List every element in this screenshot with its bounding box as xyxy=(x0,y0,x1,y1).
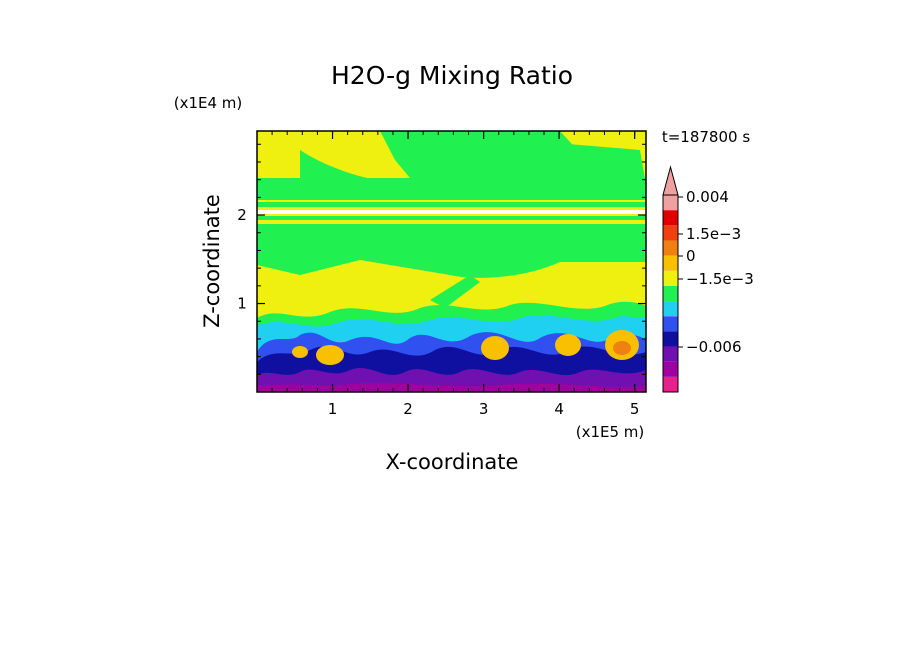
colorbar-segment xyxy=(663,361,678,377)
colorbar-segment xyxy=(663,285,678,302)
contour-field xyxy=(257,131,646,392)
colorbar-segment xyxy=(663,346,678,362)
colorbar-frame xyxy=(662,194,679,393)
colorbar-label: 0.004 xyxy=(686,188,729,206)
x-scale-label: (x1E5 m) xyxy=(576,423,645,441)
contour-blob xyxy=(613,341,631,355)
x-tick-label: 3 xyxy=(479,400,489,418)
time-label: t=187800 s xyxy=(662,128,750,146)
green-band xyxy=(257,224,646,244)
contour-blob xyxy=(555,334,581,356)
green-band xyxy=(257,178,646,200)
y-axis: 12 xyxy=(237,143,646,375)
green-band xyxy=(257,216,646,220)
colorbar-segment xyxy=(663,240,678,256)
contour-region xyxy=(257,383,646,392)
x-tick-label: 2 xyxy=(403,400,413,418)
colorbar-label: −0.006 xyxy=(686,338,742,356)
colorbar-segment xyxy=(663,301,678,317)
y-tick-label: 1 xyxy=(237,295,247,313)
colorbar-segment xyxy=(663,316,678,332)
colorbar-label: 1.5e−3 xyxy=(686,225,741,243)
x-axis-label: X-coordinate xyxy=(386,450,519,474)
contour-blob xyxy=(292,346,308,358)
colorbar-label: −1.5e−3 xyxy=(686,270,754,288)
colorbar-segment xyxy=(663,225,678,241)
x-tick-label: 5 xyxy=(630,400,640,418)
green-band xyxy=(257,202,646,207)
plot-frame xyxy=(256,130,647,393)
colorbar-label: 0 xyxy=(686,247,696,265)
contour-region xyxy=(520,140,646,190)
y-scale-label: (x1E4 m) xyxy=(174,94,243,112)
colorbar-segment xyxy=(663,210,678,226)
contour-region xyxy=(257,244,646,278)
contour-region xyxy=(430,275,480,308)
colorbar-segment xyxy=(663,195,678,211)
y-axis-label: Z-coordinate xyxy=(200,194,224,328)
x-tick-label: 1 xyxy=(328,400,338,418)
x-tick-label: 4 xyxy=(554,400,564,418)
contour-blob xyxy=(316,345,344,365)
x-axis: 1 2 3 4 5 xyxy=(271,131,640,418)
colorbar-segment xyxy=(663,376,678,392)
colorbar-segment xyxy=(663,331,678,347)
colorbar-segment xyxy=(663,255,678,271)
chart-title: H2O-g Mixing Ratio xyxy=(331,61,573,90)
y-tick-label: 2 xyxy=(237,206,247,224)
colorbar: −0.006 −1.5e−3 0 1.5e−3 0.004 xyxy=(662,165,754,393)
contour-blob xyxy=(481,336,509,360)
stripe xyxy=(257,210,646,214)
colorbar-segment xyxy=(663,270,678,286)
colorbar-extend-arrow xyxy=(662,165,679,196)
